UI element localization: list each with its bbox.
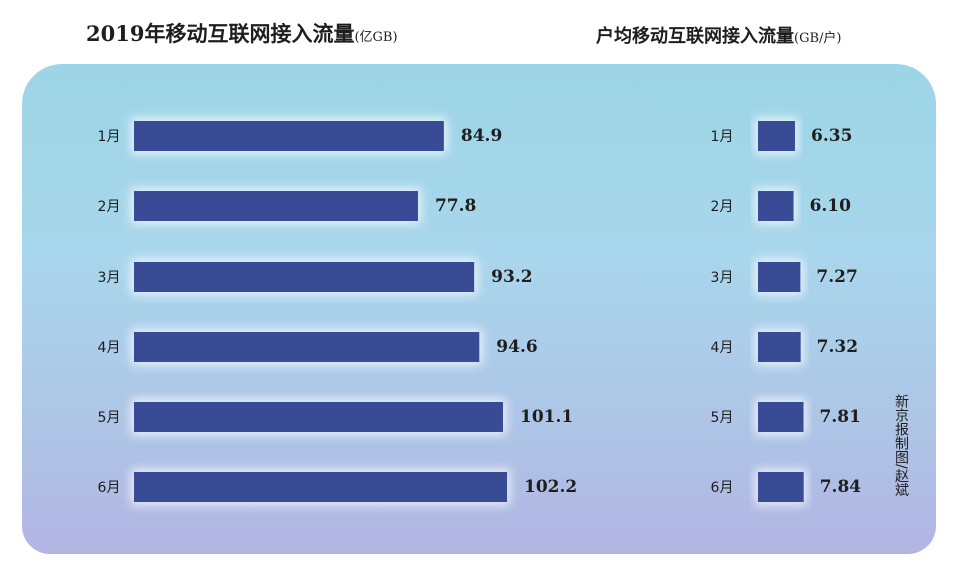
right-bar-3 bbox=[758, 262, 801, 292]
right-bar-5 bbox=[758, 402, 804, 432]
right-bar-4 bbox=[758, 332, 801, 362]
left-bar-1 bbox=[134, 121, 444, 151]
right-bar-6 bbox=[758, 472, 804, 502]
right-chart-unit: (GB/户) bbox=[794, 31, 842, 46]
right-category-label: 1月 bbox=[711, 129, 734, 145]
left-chart-title: 2019年移动互联网接入流量(亿GB) bbox=[86, 18, 398, 48]
left-category-label: 1月 bbox=[98, 129, 121, 145]
credit-text: 新京报制图/赵斌 bbox=[893, 394, 909, 497]
right-bar-1 bbox=[758, 121, 796, 151]
left-category-label: 4月 bbox=[98, 340, 121, 356]
right-value-label: 7.32 bbox=[817, 337, 858, 357]
left-category-label: 5月 bbox=[98, 410, 121, 426]
left-chart-unit: (亿GB) bbox=[354, 30, 398, 45]
right-category-label: 5月 bbox=[711, 410, 734, 426]
right-chart-title: 户均移动互联网接入流量(GB/户) bbox=[596, 22, 841, 48]
left-category-label: 2月 bbox=[98, 199, 121, 215]
left-bar-2 bbox=[134, 191, 418, 221]
left-value-label: 77.8 bbox=[435, 196, 476, 216]
left-value-label: 94.6 bbox=[496, 337, 537, 357]
left-value-label: 84.9 bbox=[461, 126, 502, 146]
left-value-label: 101.1 bbox=[520, 407, 573, 427]
right-value-label: 7.81 bbox=[820, 407, 861, 427]
right-category-label: 6月 bbox=[711, 480, 734, 496]
left-category-label: 6月 bbox=[98, 480, 121, 496]
right-category-label: 2月 bbox=[711, 199, 734, 215]
left-bar-5 bbox=[134, 402, 504, 432]
left-bar-4 bbox=[134, 332, 480, 362]
left-category-label: 3月 bbox=[98, 270, 121, 286]
left-bar-3 bbox=[134, 262, 475, 292]
right-value-label: 6.10 bbox=[810, 196, 852, 216]
right-value-label: 6.35 bbox=[811, 126, 852, 146]
left-bar-6 bbox=[134, 472, 508, 502]
left-value-label: 93.2 bbox=[491, 267, 532, 287]
right-bar-2 bbox=[758, 191, 794, 221]
right-category-label: 3月 bbox=[711, 270, 734, 286]
left-chart-title-text: 2019年移动互联网接入流量 bbox=[86, 21, 355, 46]
right-chart-title-text: 户均移动互联网接入流量 bbox=[596, 26, 794, 47]
right-value-label: 7.84 bbox=[820, 477, 862, 497]
left-value-label: 102.2 bbox=[524, 477, 577, 497]
right-value-label: 7.27 bbox=[816, 267, 857, 287]
right-category-label: 4月 bbox=[711, 340, 734, 356]
